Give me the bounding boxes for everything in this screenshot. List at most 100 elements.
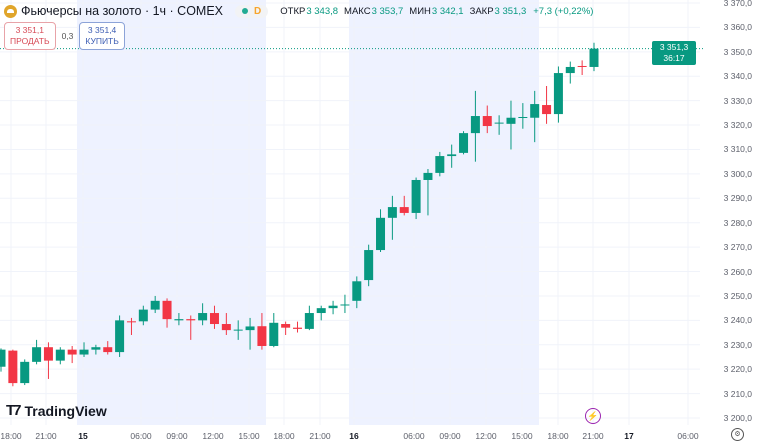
bar-countdown: 36:17 <box>663 53 685 63</box>
candle-body <box>221 324 231 331</box>
time-tick-label: 06:00 <box>403 431 425 441</box>
price-tick-label: 3 360,0 <box>723 22 752 33</box>
candle-body <box>115 320 125 353</box>
candle-body <box>589 48 599 67</box>
tradingview-logo-icon: T7 <box>6 402 21 419</box>
price-tick-label: 3 220,0 <box>723 364 752 375</box>
candle-body <box>411 179 421 213</box>
candle-body <box>565 66 575 74</box>
current-price: 3 351,3 <box>659 42 689 52</box>
logo-text: TradingView <box>24 402 107 419</box>
time-tick-label: 18:00 <box>0 431 22 441</box>
price-tick-label: 3 230,0 <box>723 339 752 350</box>
time-tick-label: 17 <box>624 431 634 441</box>
trade-panel: 3 351,1 ПРОДАТЬ 0,3 3 351,4 КУПИТЬ <box>4 22 125 50</box>
candle-body <box>150 300 160 310</box>
candle-body <box>245 326 255 331</box>
time-tick-label: 18:00 <box>547 431 569 441</box>
candle-body <box>174 319 184 321</box>
time-tick-label: 09:00 <box>439 431 461 441</box>
candle-body <box>79 349 89 355</box>
candle-body <box>376 217 386 251</box>
ohlc-values: ОТКР3 343,8 МАКС3 353,7 МИН3 342,1 ЗАКР3… <box>280 6 593 17</box>
price-tick-label: 3 270,0 <box>723 242 752 253</box>
candle-body <box>435 156 445 173</box>
price-tick-label: 3 280,0 <box>723 217 752 228</box>
candle-body <box>186 319 196 321</box>
candle-body <box>32 347 42 362</box>
time-tick-label: 15:00 <box>511 431 533 441</box>
candle-body <box>316 308 326 314</box>
candle-body <box>0 349 6 367</box>
time-tick-label: 21:00 <box>35 431 57 441</box>
price-change: +7,3 (+0,22%) <box>533 5 594 17</box>
candle-body <box>447 154 457 157</box>
time-tick-label: 15 <box>78 431 88 441</box>
time-tick-label: 12:00 <box>202 431 224 441</box>
candle-body <box>55 349 65 361</box>
candle-body <box>304 313 314 329</box>
candle-body <box>340 304 350 306</box>
candle-body <box>281 324 291 328</box>
candle-body <box>20 361 30 384</box>
candle-body <box>43 347 53 361</box>
candle-body <box>269 322 279 346</box>
candle-body <box>91 347 101 350</box>
delay-badge: D <box>254 5 262 17</box>
time-tick-label: 06:00 <box>130 431 152 441</box>
chart-header: Фьючерсы на золото · 1ч · COMEX D ОТКР3 … <box>4 4 593 18</box>
candle-body <box>67 349 77 355</box>
candle-body <box>482 116 492 127</box>
candle-body <box>352 281 362 301</box>
price-tick-label: 3 290,0 <box>723 193 752 204</box>
price-tick-label: 3 350,0 <box>723 46 752 57</box>
time-tick-label: 12:00 <box>475 431 497 441</box>
candle-body <box>8 350 18 384</box>
price-tick-label: 3 240,0 <box>723 315 752 326</box>
candle-body <box>494 122 504 124</box>
candle-body <box>399 207 409 213</box>
candle-body <box>103 347 113 353</box>
candle-body <box>328 305 338 309</box>
price-tick-label: 3 320,0 <box>723 120 752 131</box>
candle-body <box>530 104 540 118</box>
price-tick-label: 3 310,0 <box>723 144 752 155</box>
price-tick-label: 3 210,0 <box>723 388 752 399</box>
time-tick-label: 15:00 <box>238 431 260 441</box>
tradingview-logo[interactable]: T7 TradingView <box>6 402 107 419</box>
symbol-title[interactable]: Фьючерсы на золото · 1ч · COMEX <box>21 4 224 18</box>
buy-price: 3 351,4 <box>87 25 117 35</box>
candle-body <box>198 313 208 321</box>
time-tick-label: 09:00 <box>166 431 188 441</box>
candle-body <box>423 172 433 180</box>
time-tick-label: 16 <box>349 431 359 441</box>
market-status-dot-icon <box>242 8 249 14</box>
market-status[interactable]: D <box>235 4 269 18</box>
spread: 0,3 <box>61 31 74 41</box>
candle-body <box>577 65 587 67</box>
settings-icon[interactable]: ⚙ <box>731 428 744 441</box>
ohlc-high: МАКС3 353,7 <box>344 5 404 17</box>
time-tick-label: 21:00 <box>582 431 604 441</box>
price-tick-label: 3 340,0 <box>723 71 752 82</box>
lightning-icon[interactable]: ⚡ <box>585 408 601 424</box>
candle-body <box>257 326 267 346</box>
buy-label: КУПИТЬ <box>85 36 119 46</box>
candle-body <box>138 309 148 322</box>
candle-body <box>518 117 528 119</box>
candle-body <box>387 207 397 218</box>
sell-button[interactable]: 3 351,1 ПРОДАТЬ <box>4 22 56 50</box>
buy-button[interactable]: 3 351,4 КУПИТЬ <box>79 22 125 50</box>
time-tick-label: 18:00 <box>273 431 295 441</box>
price-tick-label: 3 260,0 <box>723 266 752 277</box>
candle-body <box>542 105 552 115</box>
ohlc-close: ЗАКР3 351,3 <box>469 5 527 17</box>
candle-body <box>364 250 374 281</box>
current-price-label: 3 351,3 36:17 <box>652 41 696 65</box>
candle-body <box>506 117 516 124</box>
price-tick-label: 3 200,0 <box>723 413 752 423</box>
candle-body <box>553 73 563 115</box>
sell-price: 3 351,1 <box>15 25 44 35</box>
